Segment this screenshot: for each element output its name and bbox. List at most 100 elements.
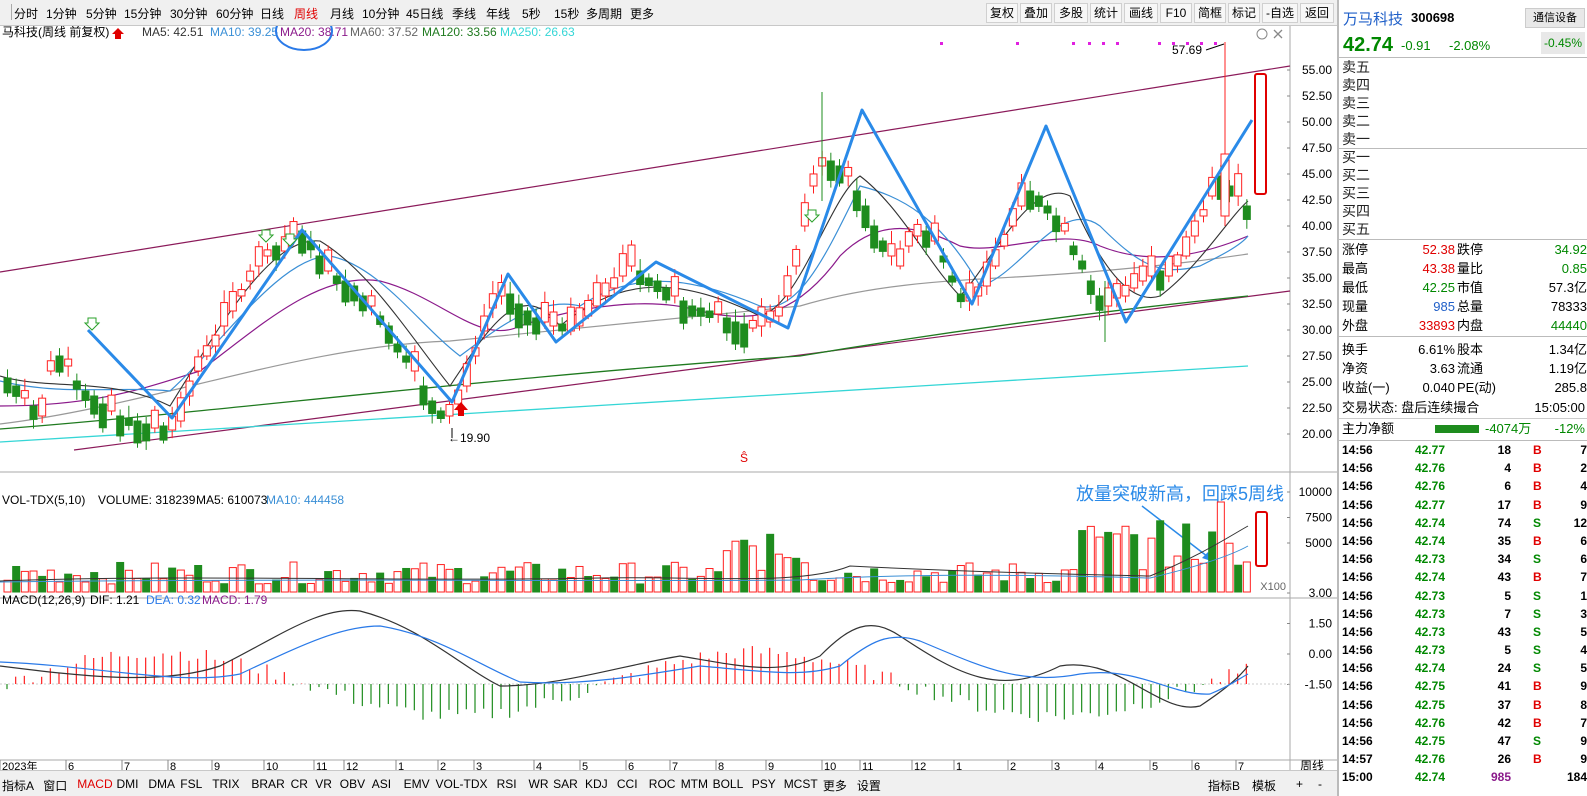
order-book-row[interactable]: 卖四 [1342,77,1370,93]
period-tab-4[interactable]: 30分钟 [170,7,208,21]
indicator-tab-24[interactable]: 更多 [822,779,847,793]
toolbar-button-2[interactable]: 多股 [1054,3,1088,23]
upper-channel-line [0,65,1291,273]
indicator-tab-9[interactable]: VR [315,777,332,791]
stat-value: 285.8 [1554,380,1587,395]
tick-price: 42.76 [1415,752,1446,767]
bottom-right-btn-3[interactable]: - [1318,777,1322,791]
period-tab-13[interactable]: 5秒 [522,7,541,21]
bottom-right-btn-2[interactable]: + [1296,777,1304,791]
order-book-row[interactable]: 卖五 [1342,59,1370,75]
indicator-tab-15[interactable]: WR [528,777,549,791]
settings-gear-icon[interactable] [1256,28,1268,40]
indicator-tab-3[interactable]: DMI [116,777,139,791]
order-book-row[interactable]: 卖三 [1342,95,1370,111]
candle [393,343,402,353]
toolbar-button-7[interactable]: 标记 [1228,3,1260,23]
bottom-right-btn-0[interactable]: 指标B [1208,779,1241,793]
ma120-label: MA120: 33.56 [422,26,497,39]
high-price-label: 57.69 [1172,43,1202,57]
candle [246,270,255,282]
indicator-tab-13[interactable]: VOL-TDX [435,777,488,791]
macd-tick: 3.00 [1309,586,1333,600]
candle [29,405,38,420]
price-tick: 40.00 [1302,219,1332,233]
candle [1086,280,1095,295]
toolbar-button-5[interactable]: F10 [1160,3,1192,23]
toolbar-button-1[interactable]: 叠加 [1020,3,1052,23]
toolbar-button-9[interactable]: 返回 [1300,3,1334,23]
period-tab-12[interactable]: 年线 [486,7,511,21]
indicator-tab-18[interactable]: CCI [616,777,638,791]
indicator-tab-5[interactable]: FSL [180,777,203,791]
bottom-right-btn-1[interactable]: 模板 [1252,779,1277,793]
volume-bar [185,574,194,593]
indicator-tab-0[interactable]: 指标A [2,779,35,793]
toolbar-button-0[interactable]: 复权 [986,3,1018,23]
order-book-row[interactable]: 买四 [1342,203,1370,219]
order-book-row[interactable]: 买一 [1342,149,1370,165]
candle [428,400,437,414]
lower-channel-line [73,290,1291,451]
indicator-tab-2[interactable]: MACD [77,777,113,791]
indicator-tab-7[interactable]: BRAR [251,777,285,791]
period-tab-1[interactable]: 1分钟 [46,7,77,21]
period-tab-6[interactable]: 日线 [260,7,285,21]
close-icon[interactable] [1273,29,1283,39]
toolbar-button-8[interactable]: -自选 [1262,3,1298,23]
indicator-tab-8[interactable]: CR [290,777,308,791]
period-tab-11[interactable]: 季线 [452,7,477,21]
indicator-tab-19[interactable]: ROC [648,777,676,791]
indicator-tab-12[interactable]: EMV [403,777,430,791]
indicator-tab-11[interactable]: ASI [371,777,392,791]
menu-handle-icon[interactable] [2,4,12,20]
period-tab-14[interactable]: 15秒 [554,7,580,21]
price-tick: 37.50 [1302,245,1332,259]
indicator-tab-22[interactable]: PSY [751,777,776,791]
period-tab-15[interactable]: 多周期 [586,7,623,21]
period-tab-16[interactable]: 更多 [630,7,655,21]
order-book-row[interactable]: 卖二 [1342,113,1370,129]
period-tab-5[interactable]: 60分钟 [216,7,254,21]
indicator-tab-23[interactable]: MCST [783,777,818,791]
indicator-tab-21[interactable]: BOLL [712,777,744,791]
indicator-tab-6[interactable]: TRIX [212,777,240,791]
indicator-tab-25[interactable]: 设置 [856,779,881,793]
indicator-tab-17[interactable]: KDJ [585,777,608,791]
order-book-row[interactable]: 买三 [1342,185,1370,201]
indicator-tab-20[interactable]: MTM [680,777,709,791]
toolbar-button-6[interactable]: 简框 [1194,3,1226,23]
period-tab-0[interactable]: 分时 [14,7,39,21]
tick-list[interactable]: 14:56 42.77 18 B 7 14:56 42.76 4 B 2 14:56 42.76 6 B 4… [1339,440,1587,787]
volume-bar [1173,555,1182,593]
candle [436,410,445,419]
period-tab-9[interactable]: 10分钟 [362,7,400,21]
period-tab-2[interactable]: 5分钟 [86,7,117,21]
volume-bar [740,539,749,593]
indicator-tab-1[interactable]: 窗口 [43,779,68,793]
candle [948,275,957,283]
order-book-row[interactable]: 买二 [1342,167,1370,183]
toolbar-button-4[interactable]: 画线 [1124,3,1158,23]
period-tab-3[interactable]: 15分钟 [124,7,162,21]
down-signal-icon [83,317,101,331]
stock-name[interactable]: 万马科技 [1343,11,1404,28]
toolbar-button-3[interactable]: 统计 [1090,3,1122,23]
indicator-tab-14[interactable]: RSI [496,777,517,791]
period-tab-7[interactable]: 周线 [294,7,319,21]
sector-button[interactable]: 通信设备 [1525,8,1585,28]
order-book-row[interactable]: 卖一 [1342,131,1370,147]
order-book-row[interactable]: 买五 [1342,221,1370,237]
tick-count: 8 [1580,697,1587,712]
indicator-tab-4[interactable]: DMA [148,777,176,791]
period-tab-10[interactable]: 45日线 [406,7,444,21]
indicator-tab-16[interactable]: SAR [553,777,578,791]
indicator-tab-10[interactable]: OBV [339,777,366,791]
volume-bar [748,545,757,593]
stat-value: 1.34亿 [1548,342,1587,357]
kline-chart[interactable]: 马科技(周线 前复权) MA5: 42.51 MA10: 39.25 MA20: 38… [0,26,1337,770]
tick-time: 14:56 [1342,624,1373,639]
period-tab-8[interactable]: 月线 [330,7,355,21]
x-axis-label: 10 [824,761,836,770]
x-axis-label: 12 [346,761,358,770]
